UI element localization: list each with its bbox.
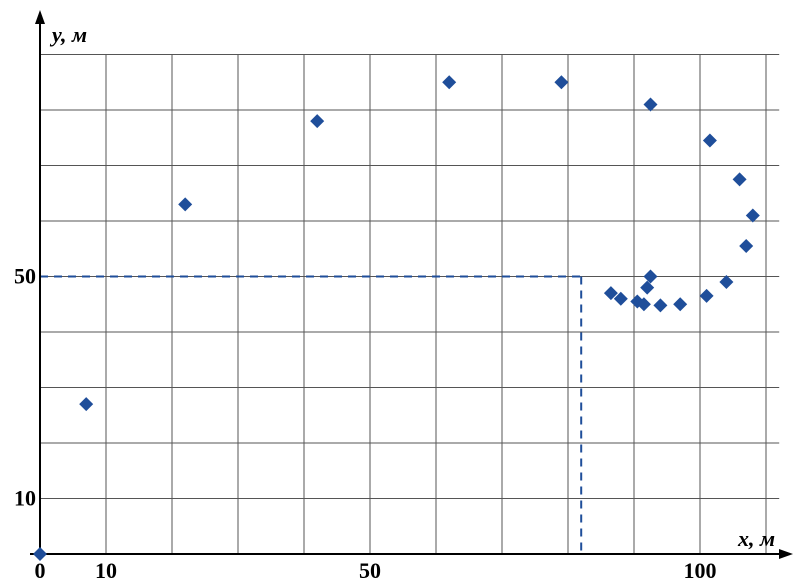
data-point xyxy=(699,288,714,303)
data-point xyxy=(673,297,688,312)
data-point xyxy=(732,172,747,187)
data-point xyxy=(739,238,754,253)
data-point xyxy=(310,114,325,129)
tick-labels: 0 10 50 100 10 50 xyxy=(14,264,717,581)
data-point xyxy=(643,269,658,284)
x-tick-label: 10 xyxy=(95,558,117,581)
y-tick-label: 50 xyxy=(14,264,36,289)
data-point xyxy=(33,547,47,561)
data-point xyxy=(613,291,628,306)
data-point xyxy=(636,297,651,312)
axes xyxy=(30,10,793,559)
data-point xyxy=(79,397,94,412)
x-tick-label: 100 xyxy=(684,558,717,581)
x-axis-label: x, м xyxy=(737,526,775,551)
guide-lines xyxy=(40,275,583,554)
data-point xyxy=(640,280,655,295)
y-tick-label: 10 xyxy=(14,486,36,511)
data-point xyxy=(178,197,193,212)
data-point xyxy=(745,208,760,223)
data-point xyxy=(702,133,717,148)
data-point xyxy=(603,286,618,301)
y-axis-label: y, м xyxy=(49,22,87,47)
data-point xyxy=(719,275,734,290)
x-tick-label: 0 xyxy=(35,558,46,581)
y-axis-arrow-icon xyxy=(35,10,45,24)
data-point xyxy=(554,75,569,90)
x-axis-arrow-icon xyxy=(779,549,793,559)
data-point xyxy=(653,298,668,313)
data-point xyxy=(643,97,658,112)
x-tick-label: 50 xyxy=(359,558,381,581)
grid xyxy=(40,54,780,554)
data-points xyxy=(33,75,760,561)
data-point xyxy=(442,75,457,90)
